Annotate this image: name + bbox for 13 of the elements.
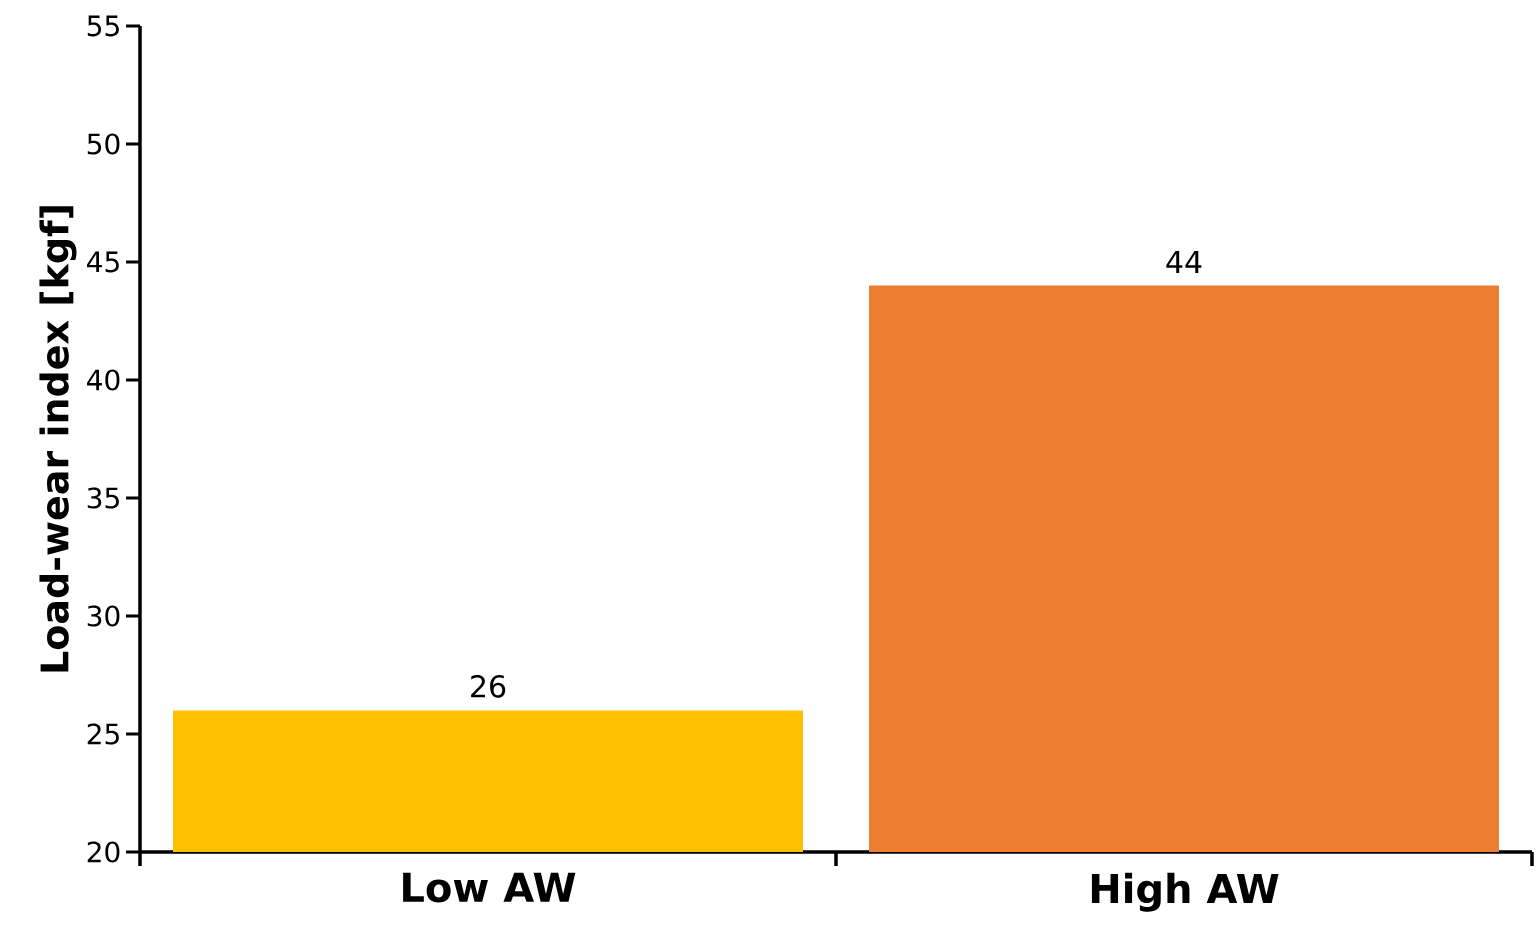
y-axis-title: Load-wear index [kgf] — [39, 206, 77, 672]
y-tick-label: 25 — [87, 723, 119, 745]
y-tick-label: 35 — [87, 487, 119, 509]
y-tick-label: 55 — [87, 15, 119, 37]
y-tick-label: 40 — [87, 369, 120, 391]
y-tick-label: 50 — [87, 133, 120, 155]
y-tick-label: 30 — [87, 605, 120, 627]
x-tick-label: High AW — [1091, 872, 1279, 912]
y-tick-label: 45 — [87, 251, 119, 273]
x-tick-label: Low AW — [403, 872, 576, 903]
data-label: 26 — [471, 674, 506, 698]
data-label: 44 — [1166, 251, 1202, 273]
y-tick-label: 20 — [87, 841, 120, 863]
